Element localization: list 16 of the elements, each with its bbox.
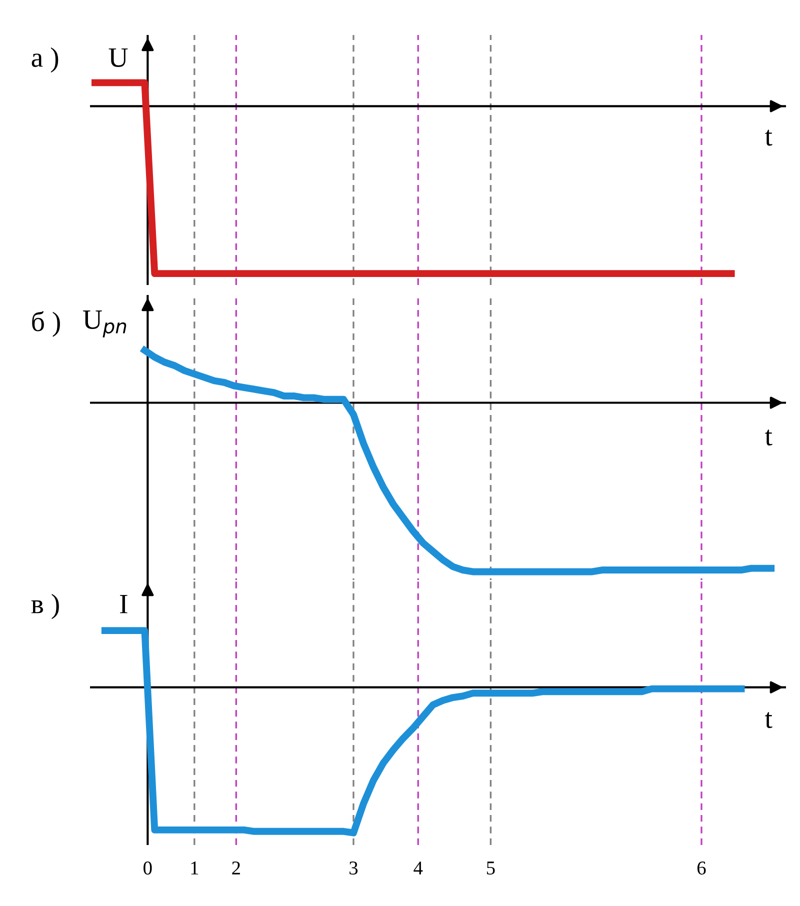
text: 5 [486, 862, 495, 875]
text: 3 [350, 862, 358, 875]
x-axis-title: t [765, 712, 772, 728]
text: 1 [191, 862, 198, 874]
x-axis-title: t [765, 130, 772, 146]
chart-title: в ) [31, 594, 59, 620]
x-axis-title: t [765, 430, 772, 446]
y-axis-title: I [120, 594, 128, 614]
chart-title: а ) [32, 47, 58, 73]
text: 4 [414, 862, 423, 874]
text: 0 [144, 861, 152, 875]
y-axis-title: U [108, 48, 128, 67]
chart-title: б ) [32, 311, 60, 337]
y-axis-title: U$_{pn}$ [83, 310, 126, 338]
text: 6 [697, 862, 706, 875]
text: 2 [232, 862, 240, 874]
